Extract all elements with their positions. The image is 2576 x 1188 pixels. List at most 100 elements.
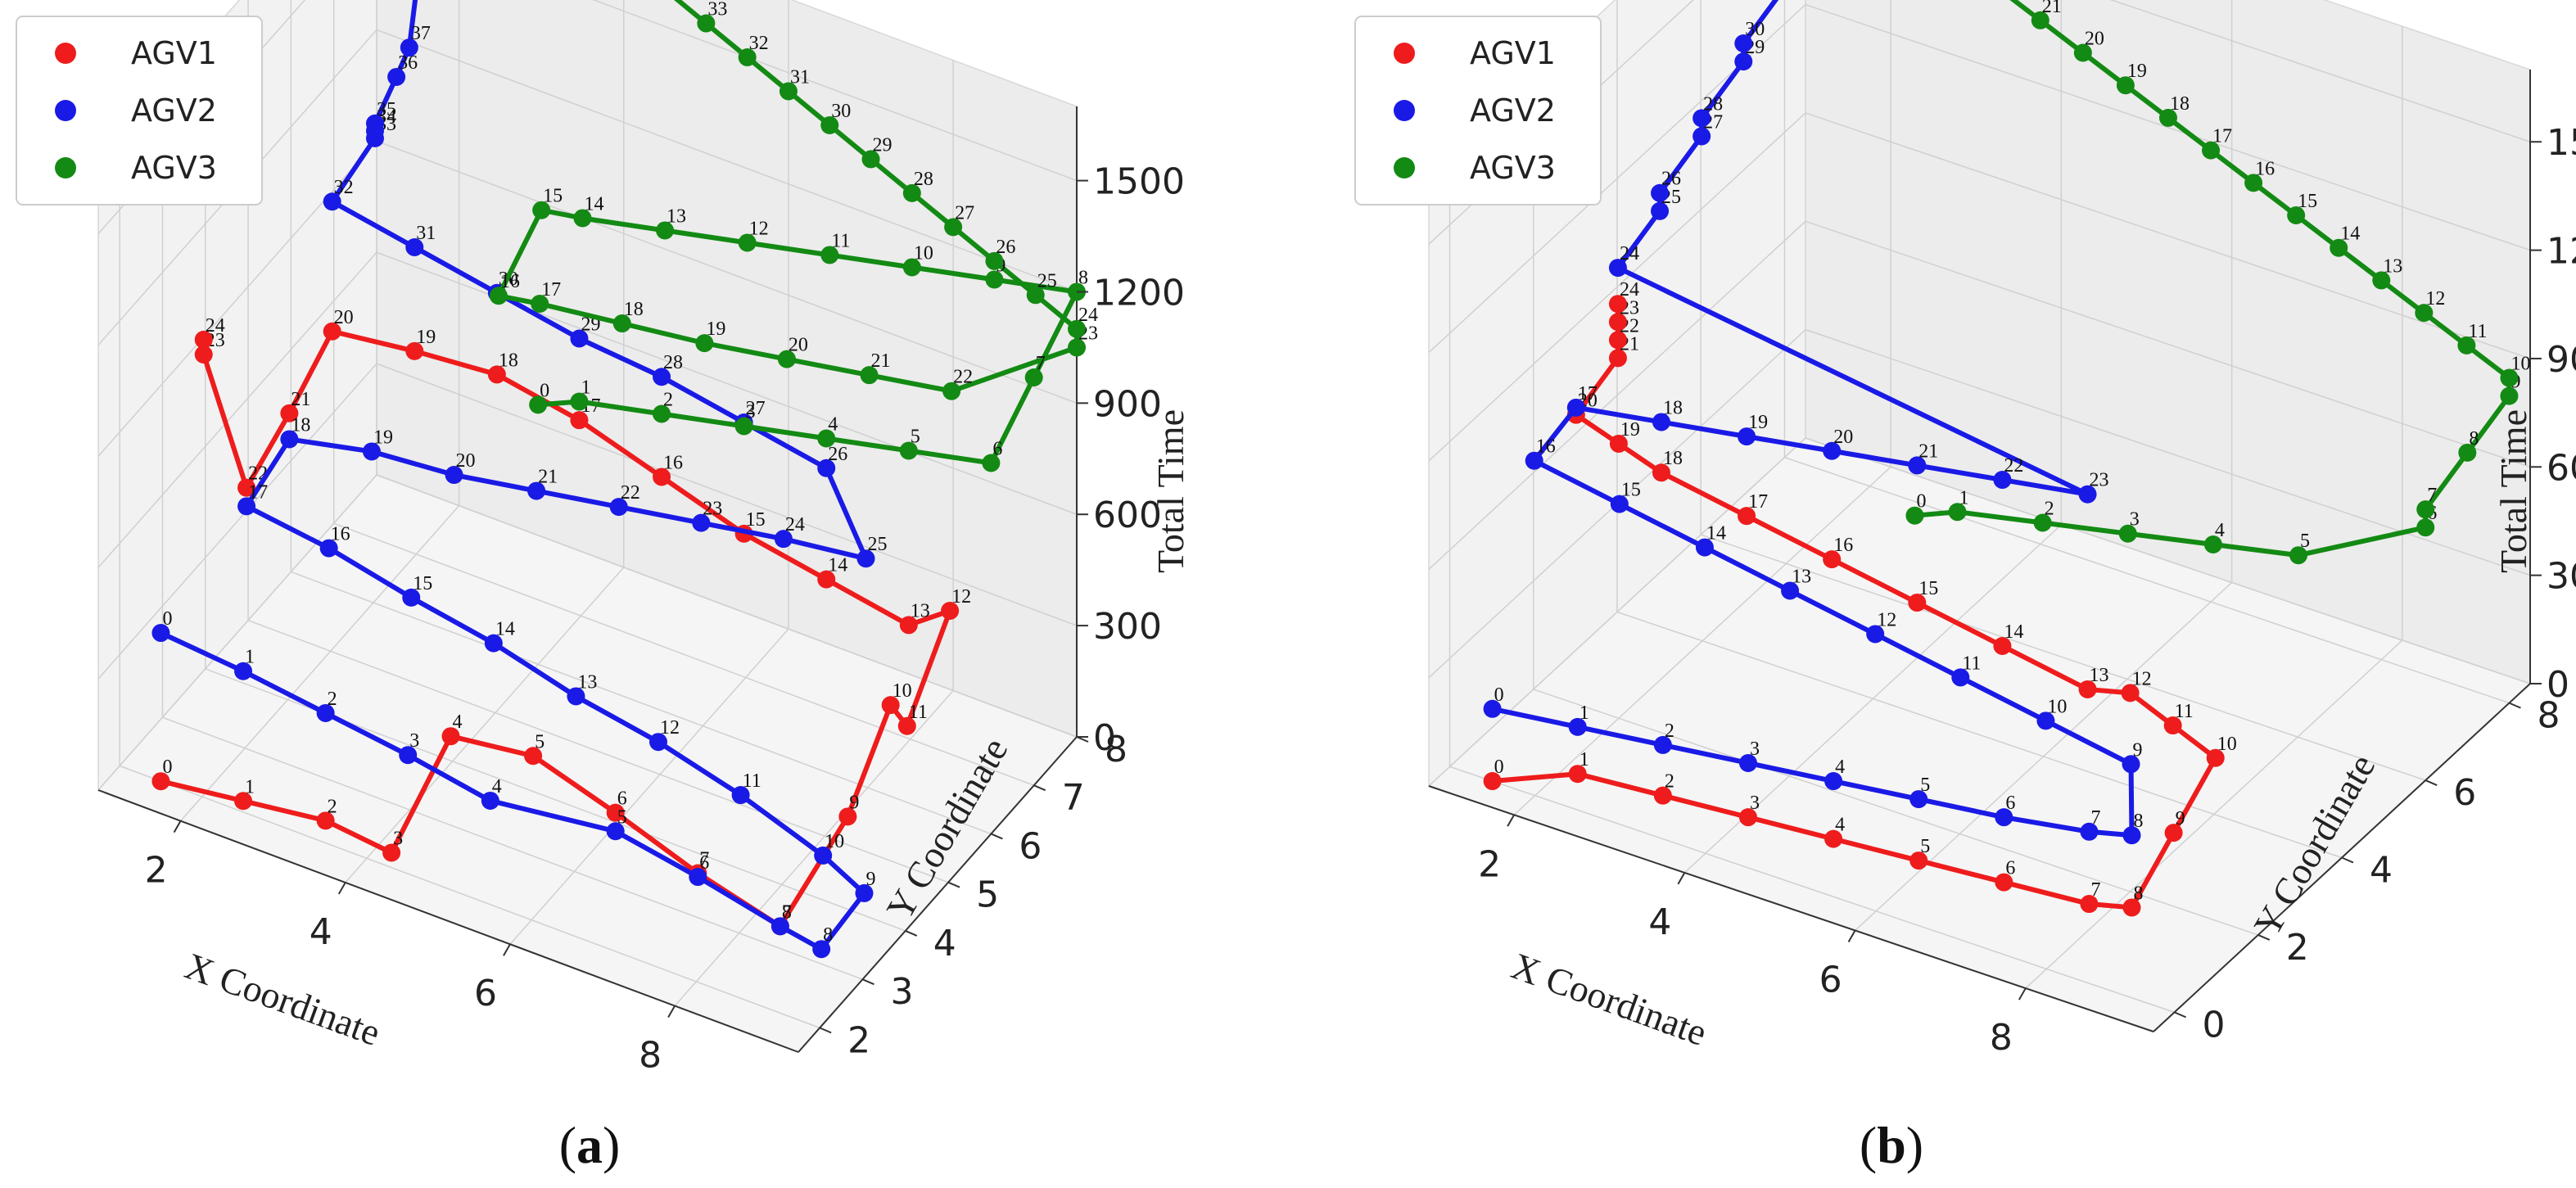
data-point — [2033, 513, 2052, 532]
data-point-label: 17 — [1748, 491, 1768, 513]
data-point-label: 18 — [291, 414, 310, 436]
data-point — [697, 14, 716, 33]
data-point — [2121, 684, 2140, 702]
data-point-label: 11 — [2175, 701, 2194, 722]
y-tick-mark — [819, 1027, 832, 1034]
grid-line — [1428, 112, 1806, 462]
data-point-label: 6 — [617, 788, 627, 810]
grid-line — [376, 140, 1078, 404]
data-point — [484, 634, 503, 653]
data-point — [985, 270, 1004, 289]
data-point — [316, 703, 335, 722]
panel-a-zlabel: Total Time — [1150, 409, 1191, 573]
data-point — [531, 294, 549, 313]
grid-line — [162, 716, 863, 980]
legend-frame — [1354, 16, 1602, 206]
data-point — [855, 883, 874, 902]
z-tick-label: 300 — [2547, 556, 2576, 598]
panel-b-caption: (b) — [1860, 1116, 1923, 1174]
data-point-label: 19 — [1748, 412, 1768, 433]
data-point — [1651, 183, 1670, 202]
legend-marker-agv2 — [1394, 100, 1415, 121]
x-tick-mark — [2018, 987, 2027, 1001]
data-point-label: 26 — [1661, 169, 1681, 190]
data-point-label: 17 — [541, 279, 561, 300]
legend-frame — [16, 16, 263, 206]
legend-label-agv1: AGV1 — [1470, 35, 1556, 71]
data-point — [2416, 500, 2435, 519]
data-point — [1608, 295, 1627, 314]
data-point — [2500, 368, 2519, 387]
data-point — [738, 233, 757, 252]
data-point-label: 3 — [746, 402, 756, 423]
data-point-label: 13 — [667, 206, 686, 227]
data-point — [2158, 108, 2177, 127]
x-tick-label: 8 — [639, 1035, 662, 1077]
data-point-label: 5 — [617, 806, 627, 828]
data-point — [817, 429, 836, 448]
x-tick-label: 6 — [474, 973, 497, 1014]
data-point — [280, 430, 299, 449]
grid-line — [180, 505, 460, 822]
data-point-label: 12 — [660, 717, 680, 739]
series-line-agv3 — [1914, 0, 2512, 558]
y-tick-mark — [862, 978, 874, 986]
grid-line — [1428, 437, 1806, 787]
data-point — [1781, 581, 1800, 600]
data-point — [779, 82, 798, 101]
grid-line — [1805, 3, 2531, 251]
x-tick-label: 2 — [1478, 843, 1501, 885]
data-point-label: 18 — [499, 350, 518, 371]
data-point-label: 20 — [456, 450, 476, 472]
y-tick-mark — [990, 833, 1003, 840]
data-point-label: 11 — [743, 770, 762, 792]
data-point-label: 0 — [1494, 757, 1504, 778]
data-point — [1653, 735, 1672, 754]
data-point-label: 24 — [1620, 243, 1639, 264]
panel-a: 0123456789101112131415161718192021222324… — [16, 0, 1191, 1174]
data-point — [1823, 550, 1842, 569]
data-point — [1824, 772, 1843, 791]
data-point — [771, 917, 789, 936]
data-point-label: 5 — [911, 427, 920, 448]
data-point — [942, 382, 961, 400]
data-point — [2122, 755, 2140, 774]
x-axis-line — [1428, 785, 2154, 1032]
data-point — [1608, 331, 1627, 350]
data-point — [2116, 76, 2135, 95]
data-point — [532, 201, 551, 219]
data-point-label: 0 — [1494, 684, 1504, 706]
panel-a-caption: (a) — [559, 1116, 621, 1174]
data-point-label: 19 — [2127, 61, 2147, 82]
data-point — [2118, 524, 2137, 543]
data-point-label: 11 — [909, 702, 928, 723]
data-point-label: 1 — [1579, 702, 1589, 724]
data-point-label: 27 — [955, 202, 974, 224]
data-point-label: 8 — [823, 924, 833, 946]
grid-line — [1805, 112, 2531, 359]
data-point — [2078, 680, 2097, 698]
grid-line — [376, 363, 1078, 626]
data-point-label: 18 — [2170, 93, 2190, 115]
data-point-label: 15 — [1918, 578, 1938, 599]
data-point-label: 28 — [1703, 93, 1723, 115]
series-agv3: 0123456789101112131415161718192021222324… — [1905, 0, 2530, 565]
y-tick-label: 3 — [890, 971, 913, 1013]
data-point-label: 19 — [373, 427, 393, 448]
data-point — [2287, 206, 2306, 225]
data-point-label: 10 — [914, 242, 933, 264]
data-point — [151, 772, 170, 791]
data-point-label: 3 — [409, 730, 419, 752]
data-point-label: 14 — [2340, 224, 2360, 245]
data-point — [1483, 772, 1502, 791]
y-tick-label: 4 — [2370, 850, 2393, 892]
y-tick-label: 4 — [933, 923, 956, 964]
data-point-label: 6 — [699, 852, 709, 874]
grid-line — [97, 474, 377, 791]
data-point — [1951, 668, 1970, 687]
grid-line — [1616, 611, 2343, 859]
y-tick-label: 2 — [847, 1019, 870, 1061]
data-point — [1652, 413, 1670, 431]
